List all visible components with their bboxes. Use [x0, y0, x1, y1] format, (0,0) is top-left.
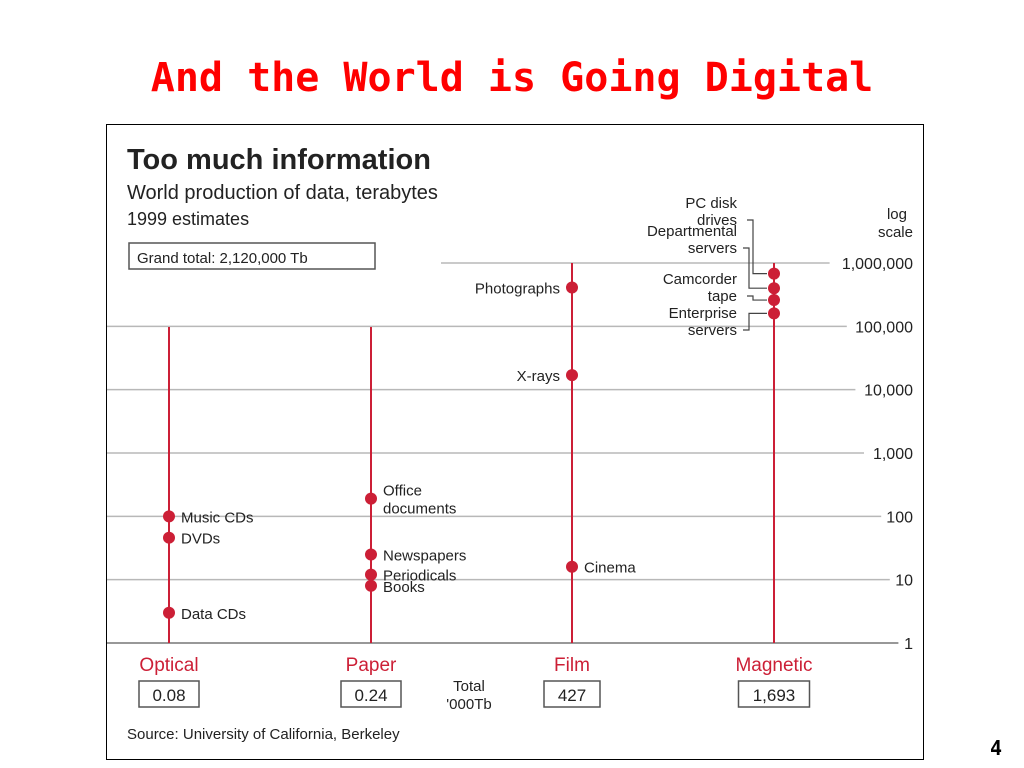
chart-footer: Total '000Tb Source: University of Calif…: [127, 678, 492, 743]
chart-frame: 1 10 100 1,000 10,000 100,000 1,000,000 Music …: [106, 124, 924, 760]
data-point: [566, 281, 578, 294]
category-total-box: [737, 680, 811, 708]
source-note: Source: University of California, Berkel…: [127, 726, 400, 743]
point-label: documents: [383, 501, 456, 518]
gridlines: [107, 262, 899, 644]
label-leader-line: [747, 219, 767, 275]
point-label: Cinema: [584, 560, 636, 577]
point-label: Departmental: [647, 223, 737, 240]
data-point: [365, 492, 377, 505]
chart-header: Too much information World production of…: [127, 144, 913, 270]
category-total-box: [138, 680, 200, 708]
grand-total-label: Grand total: 2,120,000 Tb: [137, 250, 308, 267]
point-label: drives: [697, 212, 737, 229]
point-label: Music CDs: [181, 509, 254, 526]
category-total-value: 1,693: [753, 686, 796, 705]
category-label: Optical: [139, 655, 198, 676]
data-point: [365, 579, 377, 592]
point-label: Enterprise: [669, 305, 737, 322]
point-label: Newspapers: [383, 547, 466, 564]
category-label: Magnetic: [735, 655, 812, 676]
point-label: Office: [383, 483, 422, 500]
data-point: [163, 510, 175, 523]
data-point: [163, 531, 175, 544]
y-tick-labels: 1 10 100 1,000 10,000 100,000 1,000,000: [842, 256, 913, 653]
data-point: [768, 267, 780, 280]
category-total-box: [543, 680, 601, 708]
label-leader-line: [743, 312, 767, 331]
data-point: [365, 568, 377, 581]
category-total-value: 0.24: [354, 686, 387, 705]
data-point: [163, 606, 175, 619]
total-label-line1: Total: [453, 678, 485, 695]
category-label: Paper: [346, 655, 397, 676]
point-label: Camcorder: [663, 271, 737, 288]
total-label-line2: '000Tb: [446, 696, 491, 713]
category-label: Film: [554, 655, 590, 676]
category-total-value: 0.08: [152, 686, 185, 705]
y-tick-label: 1: [904, 636, 913, 653]
label-leader-line: [747, 295, 767, 301]
label-leader-line: [743, 247, 767, 289]
y-tick-label: 1,000: [873, 446, 913, 463]
data-point: [566, 369, 578, 382]
y-tick-label: 10: [895, 573, 913, 590]
scale-note-line2: scale: [878, 224, 913, 241]
grand-total-box: [128, 242, 376, 270]
y-tick-label: 100,000: [855, 319, 913, 336]
chart-subtitle: World production of data, terabytes: [127, 182, 438, 204]
scale-note-line1: log: [887, 206, 907, 223]
category-total-value: 427: [558, 686, 586, 705]
point-label: PC disk: [685, 195, 737, 212]
point-label: Books: [383, 579, 425, 596]
point-label: DVDs: [181, 531, 220, 548]
point-label: servers: [688, 322, 737, 339]
point-label: Data CDs: [181, 606, 246, 623]
point-label: X-rays: [517, 368, 560, 385]
data-point: [768, 282, 780, 295]
chart-title: Too much information: [127, 144, 431, 176]
point-label: servers: [688, 240, 737, 257]
y-tick-label: 1,000,000: [842, 256, 913, 273]
page-number: 4: [989, 736, 1002, 760]
slide-title: And the World is Going Digital: [150, 55, 874, 101]
data-point: [566, 560, 578, 573]
category-labels: Optical 0.08 Paper 0.24 Film 427 Magnetic 1,693: [138, 655, 813, 708]
point-label: Photographs: [475, 281, 560, 298]
data-point: [768, 294, 780, 307]
point-label: tape: [708, 288, 737, 305]
category-total-box: [340, 680, 402, 708]
y-tick-label: 10,000: [864, 383, 913, 400]
chart-svg: 1 10 100 1,000 10,000 100,000 1,000,000 Music …: [107, 144, 913, 743]
data-point: [768, 307, 780, 320]
y-tick-label: 100: [886, 509, 913, 526]
point-label: Periodicals: [383, 568, 456, 585]
data-point: [365, 548, 377, 561]
chart-subtitle-year: 1999 estimates: [127, 209, 249, 229]
